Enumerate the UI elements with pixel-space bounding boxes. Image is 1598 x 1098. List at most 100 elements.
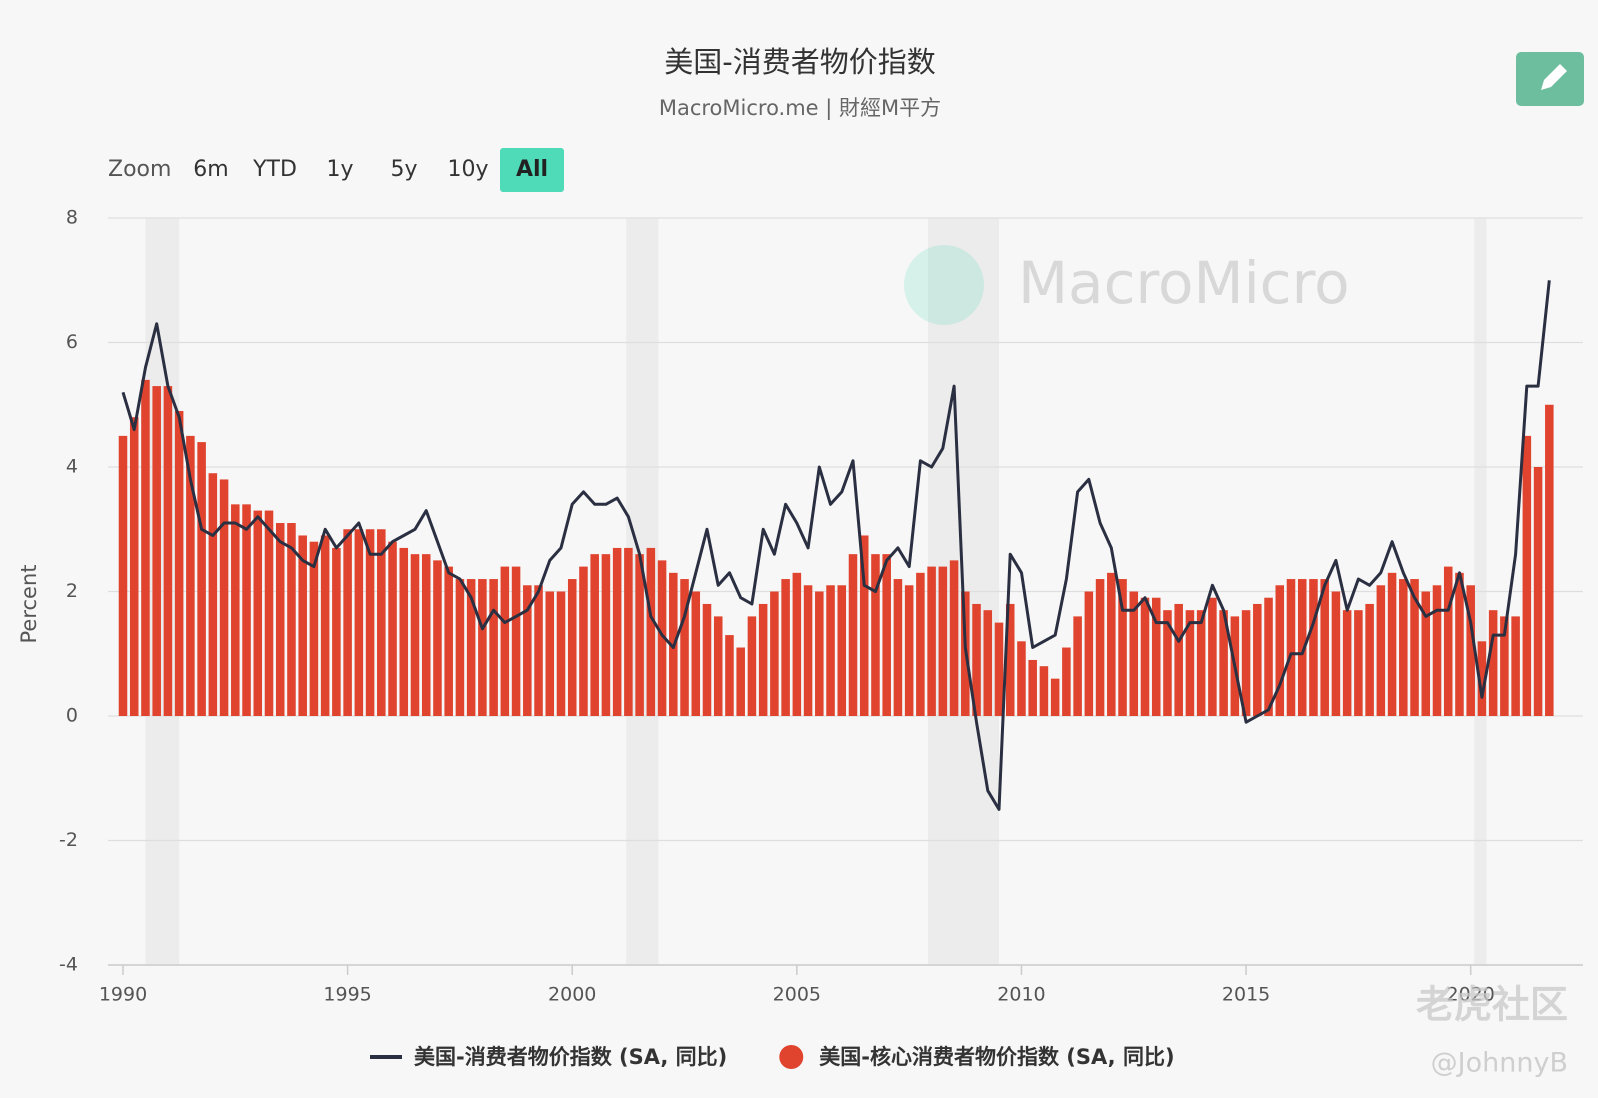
bar (208, 473, 218, 716)
bar (1039, 666, 1049, 716)
zoom-button[interactable]: 5y (390, 157, 417, 182)
bar (556, 591, 566, 716)
bar (163, 386, 173, 716)
bar (1185, 610, 1195, 716)
bar (1399, 579, 1408, 716)
zoom-bar: Zoom 6m YTD 1y 5y 10y All (108, 148, 564, 192)
y-tick-label: -2 (59, 829, 78, 851)
chart-subtitle: MacroMicro.me | 財經M平方 (659, 96, 941, 121)
bar (1163, 610, 1172, 716)
bar (264, 510, 274, 716)
zoom-button[interactable]: 1y (326, 157, 353, 182)
bar (579, 566, 588, 716)
bar (646, 547, 656, 716)
bar (882, 554, 891, 716)
bar (1095, 579, 1105, 716)
bar (253, 510, 263, 716)
bar (859, 535, 869, 716)
bar (1533, 467, 1543, 716)
bar (332, 547, 341, 716)
bar (1073, 616, 1082, 716)
bar (1107, 572, 1116, 716)
bar (1286, 579, 1296, 716)
bar (1488, 610, 1498, 716)
bar (871, 554, 880, 716)
bar (219, 479, 229, 716)
bar (635, 554, 644, 716)
y-tick-label: 6 (66, 331, 78, 353)
bar (298, 535, 307, 716)
bar (815, 591, 824, 716)
zoom-label: Zoom (108, 157, 171, 182)
bar (1455, 572, 1464, 716)
bar (983, 610, 993, 716)
bar (1365, 603, 1374, 716)
bar (534, 585, 543, 716)
bar (792, 572, 802, 716)
line (121, 280, 1551, 811)
bar (949, 560, 959, 716)
bar (1241, 610, 1251, 716)
bar (489, 579, 498, 716)
bar (365, 529, 375, 716)
bar (1309, 579, 1318, 716)
bar (972, 603, 981, 716)
bar (1443, 566, 1453, 716)
bar (388, 541, 397, 716)
edit-button[interactable] (1516, 52, 1584, 106)
bar (1005, 603, 1015, 716)
bar (1342, 610, 1352, 716)
legend-label[interactable]: 美国-核心消费者物价指数 (SA, 同比) (819, 1045, 1174, 1069)
watermark-text: MacroMicro (1018, 249, 1350, 317)
bar (309, 541, 319, 716)
bar (601, 554, 611, 716)
zoom-button[interactable]: 10y (447, 157, 488, 182)
bar (1331, 591, 1341, 716)
bar (287, 523, 296, 716)
bar (1118, 579, 1127, 716)
bar (511, 566, 521, 716)
bar (455, 579, 465, 716)
zoom-button[interactable]: 6m (193, 157, 228, 182)
bar (1062, 647, 1071, 716)
bar (781, 579, 790, 716)
bar (343, 529, 352, 716)
bar (1466, 585, 1475, 716)
watermark-logo (904, 245, 984, 325)
bar (1253, 603, 1262, 716)
overlay-text: 老虎社区 (1416, 983, 1568, 1027)
pencil-icon (1541, 64, 1567, 90)
bar (478, 579, 487, 716)
bar (399, 547, 409, 716)
zoom-button[interactable]: YTD (252, 157, 297, 182)
bar (624, 547, 633, 716)
bar (927, 566, 936, 716)
bar (758, 603, 768, 716)
legend-label[interactable]: 美国-消费者物价指数 (SA, 同比) (414, 1045, 727, 1069)
bar (702, 603, 712, 716)
bar (916, 572, 925, 716)
bar (545, 591, 555, 716)
bar (433, 560, 442, 716)
bar (893, 579, 903, 716)
bar (141, 379, 150, 716)
zoom-button-bg[interactable] (500, 148, 564, 192)
bar (1320, 579, 1329, 716)
bar (612, 547, 622, 716)
bar (1354, 610, 1363, 716)
bar (1387, 572, 1397, 716)
zoom-button[interactable]: All (516, 157, 548, 182)
bar (377, 529, 386, 716)
bar (421, 554, 431, 716)
x-tick-label: 1995 (323, 984, 371, 1006)
bar (1421, 591, 1431, 716)
bar (174, 410, 184, 716)
y-tick-label: 4 (66, 456, 78, 478)
bar (354, 529, 364, 716)
bar (1297, 579, 1307, 716)
bar (680, 579, 689, 716)
x-tick-label: 2010 (997, 984, 1045, 1006)
